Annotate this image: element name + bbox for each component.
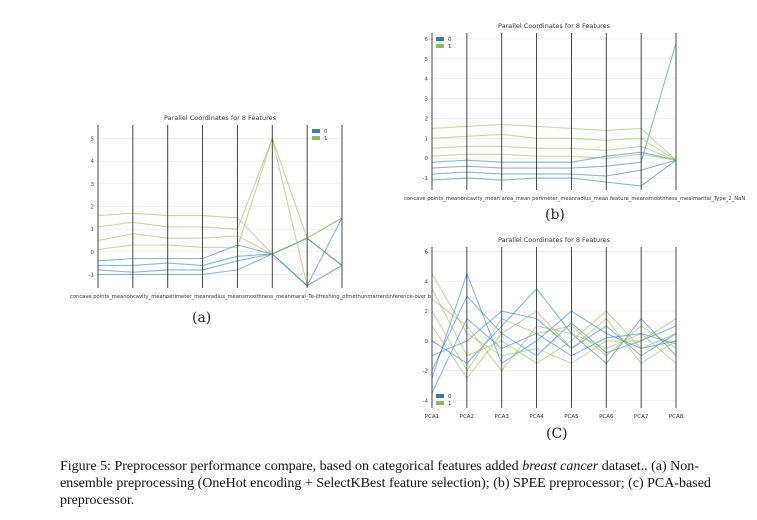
legend-swatch-0	[436, 394, 444, 398]
y-tick-label: -1	[423, 176, 428, 182]
y-tick-label: 4	[91, 159, 95, 165]
chart-c: Parallel Coordinates for 8 Features -4 -2 0…	[423, 236, 684, 420]
legend-label-1: 1	[324, 136, 328, 142]
series-line-4	[431, 123, 677, 161]
chart-b: Parallel Coordinates for 8 Features-1012…	[404, 22, 745, 202]
chart-title: Parallel Coordinates for 8 Features	[164, 114, 277, 122]
y-tick-label: 4	[425, 279, 429, 285]
y-tick-label: 1	[91, 227, 95, 233]
legend-label-0: 0	[448, 394, 452, 400]
legend-swatch-1	[312, 136, 320, 140]
y-tick-label: 3	[425, 97, 429, 103]
series-line-2	[431, 42, 677, 169]
series-line-7	[431, 153, 677, 161]
series-line-6	[97, 233, 343, 266]
x-axis-label: PCA4	[529, 414, 544, 420]
chart-a: Parallel Coordinates for 8 Features-1012…	[70, 114, 432, 300]
series-line-7	[431, 273, 677, 364]
x-axis-labels: concave points_meanoncavity_meanperimete…	[70, 294, 432, 300]
series-line-5	[431, 288, 677, 364]
caption-prefix: Figure 5: Preprocessor performance compa…	[60, 459, 519, 474]
legend-swatch-0	[312, 129, 320, 133]
y-tick-label: 3	[91, 182, 95, 188]
y-tick-label: 0	[425, 339, 429, 345]
y-tick-label: 2	[425, 309, 429, 315]
y-tick-label: -4	[423, 399, 429, 405]
series-line-3	[431, 151, 677, 163]
series-line-7	[97, 136, 343, 251]
x-axis-labels: concave points_meanoncavity_mean area_me…	[404, 196, 745, 202]
series-line-4	[431, 272, 677, 379]
y-tick-label: 2	[91, 205, 95, 211]
y-tick-label: 6	[425, 249, 429, 255]
legend-swatch-0	[436, 37, 444, 41]
series-line-6	[431, 145, 677, 161]
x-axis-label: PCA1	[425, 414, 439, 420]
y-tick-label: 0	[425, 156, 429, 162]
x-axis-label: PCA5	[564, 414, 579, 420]
legend-swatch-1	[436, 44, 444, 48]
x-axis-label: PCA3	[495, 414, 510, 420]
x-axis-label: PCA6	[599, 414, 614, 420]
series-line-1	[97, 237, 343, 273]
chart-title: Parallel Coordinates for 8 Features	[498, 236, 611, 244]
series-line-9	[431, 298, 677, 372]
y-tick-label: 5	[91, 137, 95, 143]
x-axis-label: PCA7	[634, 414, 649, 420]
subfigure-label-a: (a)	[192, 310, 212, 326]
series-line-5	[431, 133, 677, 161]
subfigure-label-b: (b)	[545, 207, 565, 223]
y-tick-label: 0	[91, 250, 95, 256]
legend-label-0: 0	[324, 129, 328, 135]
chart-title: Parallel Coordinates for 8 Features	[498, 22, 611, 30]
x-axis-label: PCA2	[460, 414, 474, 420]
legend-label-0: 0	[448, 37, 452, 43]
legend-label-1: 1	[448, 401, 452, 407]
y-tick-label: 2	[425, 116, 429, 122]
series-line-0	[431, 159, 677, 187]
y-tick-label: 5	[425, 57, 429, 63]
caption-dataset: breast cancer	[522, 459, 599, 474]
y-tick-label: -2	[423, 369, 428, 375]
series-line-2	[98, 217, 343, 287]
x-axis-label: PCA8	[669, 414, 684, 420]
series-line-2	[431, 310, 677, 357]
y-tick-label: 1	[425, 136, 429, 142]
series-line-3	[431, 287, 677, 365]
y-tick-label: 6	[425, 37, 429, 43]
y-tick-label: 4	[425, 77, 429, 83]
subfigure-label-c: (C)	[546, 426, 568, 442]
series-line-5	[97, 136, 343, 287]
caption-suffix: dataset.. (a) Non-ensemble preprocessing…	[60, 459, 711, 508]
legend-label-1: 1	[448, 44, 452, 50]
series-line-0	[431, 317, 677, 394]
figure-caption: Figure 5: Preprocessor performance compa…	[60, 458, 750, 509]
y-tick-label: -1	[89, 272, 94, 278]
series-line-1	[431, 159, 677, 177]
legend-swatch-1	[436, 401, 444, 405]
